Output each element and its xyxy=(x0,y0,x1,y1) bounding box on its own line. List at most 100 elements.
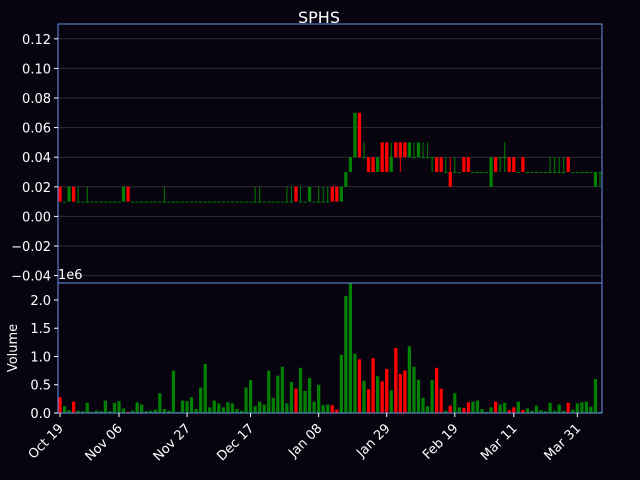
x-tick-label: Dec 17 xyxy=(214,421,257,464)
volume-scale-note: 1e6 xyxy=(58,268,83,283)
candle-body xyxy=(507,157,511,172)
volume-bar xyxy=(121,408,126,413)
candle-body xyxy=(199,201,203,203)
candle-body xyxy=(539,172,543,173)
candle-body xyxy=(62,201,67,203)
volume-bar xyxy=(344,296,348,413)
volume-bar xyxy=(94,410,98,413)
volume-bar xyxy=(258,401,262,413)
volume-bar xyxy=(598,411,602,413)
volume-bar xyxy=(294,388,298,413)
volume-bar xyxy=(239,410,244,413)
volume-bar xyxy=(71,401,76,413)
candle-body xyxy=(589,172,593,173)
candle-body xyxy=(226,201,230,203)
candle-body xyxy=(525,172,530,173)
volume-bar xyxy=(90,411,94,413)
volume-bar xyxy=(176,411,180,413)
candle-body xyxy=(552,172,557,173)
volume-axis-label: Volume xyxy=(6,324,21,372)
candle-body xyxy=(389,157,393,172)
volume-bar xyxy=(262,404,266,413)
volume-bar xyxy=(539,410,543,413)
candle-body xyxy=(521,157,525,172)
candle-body xyxy=(480,172,484,173)
candle-body xyxy=(135,201,139,203)
candle-body xyxy=(348,157,353,172)
volume-bar xyxy=(480,409,484,413)
candle-body xyxy=(185,201,189,203)
volume-bar xyxy=(371,358,375,413)
candle-body xyxy=(416,142,421,158)
volume-bar xyxy=(543,411,548,413)
candle-body xyxy=(126,186,130,202)
candle-body xyxy=(312,201,316,203)
candle-body xyxy=(212,201,216,203)
volume-bar xyxy=(507,410,511,413)
volume-bar xyxy=(394,348,398,413)
volume-bar xyxy=(457,407,461,413)
x-tick-label: Nov 06 xyxy=(83,421,126,464)
volume-bar xyxy=(112,402,117,413)
volume-bar xyxy=(389,390,393,413)
candle-body xyxy=(371,157,375,172)
candle-body xyxy=(117,201,121,203)
volume-bar xyxy=(153,409,157,413)
candle-body xyxy=(276,201,280,203)
volume-bar xyxy=(562,410,566,413)
volume-bar xyxy=(280,366,284,413)
volume-bar xyxy=(380,381,384,413)
candle-body xyxy=(466,157,471,172)
volume-bar xyxy=(171,370,176,413)
volume-bar xyxy=(335,409,339,413)
volume-bar xyxy=(425,406,430,413)
candle-body xyxy=(85,201,89,203)
x-tick-label: Jan 29 xyxy=(353,421,393,461)
price-tick-label: 0.12 xyxy=(22,33,51,48)
candle-body xyxy=(90,201,94,203)
x-tick-label: Feb 19 xyxy=(420,421,462,463)
price-plot-area xyxy=(58,24,602,283)
price-candles xyxy=(58,112,602,203)
price-tick-label: 0.02 xyxy=(22,181,51,196)
volume-bar xyxy=(580,402,584,413)
volume-bar xyxy=(62,406,67,413)
candle-body xyxy=(435,157,439,172)
price-y-axis: 0.12 0.10 0.08 0.06 0.04 0.02 0.00 −0.02 −0.04 xyxy=(11,33,58,285)
candle-body xyxy=(262,201,266,203)
candle-body xyxy=(167,201,171,203)
candle-body xyxy=(271,201,275,203)
volume-bar xyxy=(512,407,516,413)
volume-bar xyxy=(149,410,153,413)
volume-bar xyxy=(271,397,275,413)
candle-body xyxy=(307,186,312,202)
volume-bar xyxy=(199,387,203,413)
candle-body xyxy=(162,201,167,203)
volume-bar xyxy=(525,408,530,413)
price-tick-label: 0.06 xyxy=(22,122,51,137)
x-tick-label: Mar 31 xyxy=(542,421,585,464)
volume-bar xyxy=(99,411,103,413)
volume-tick-label: 0.5 xyxy=(30,379,51,394)
candle-body xyxy=(557,172,561,173)
price-tick-label: 0.08 xyxy=(22,92,51,107)
candle-body xyxy=(498,157,502,159)
candle-body xyxy=(253,201,257,203)
candle-body xyxy=(280,201,284,203)
volume-bar xyxy=(407,346,412,413)
volume-bar xyxy=(398,374,402,413)
volume-bar xyxy=(403,370,407,413)
price-tick-label: 0.10 xyxy=(22,62,51,77)
volume-bar xyxy=(253,406,257,413)
candle-body xyxy=(344,172,348,187)
volume-bar xyxy=(484,411,489,413)
candle-body xyxy=(149,201,153,203)
candle-body xyxy=(503,157,507,159)
candle-body xyxy=(76,201,80,203)
volume-bar xyxy=(493,401,498,413)
volume-bar xyxy=(235,409,239,413)
candle-body xyxy=(444,172,448,173)
volume-bar xyxy=(208,407,212,413)
volume-bar xyxy=(471,401,475,413)
candle-body xyxy=(235,201,239,203)
